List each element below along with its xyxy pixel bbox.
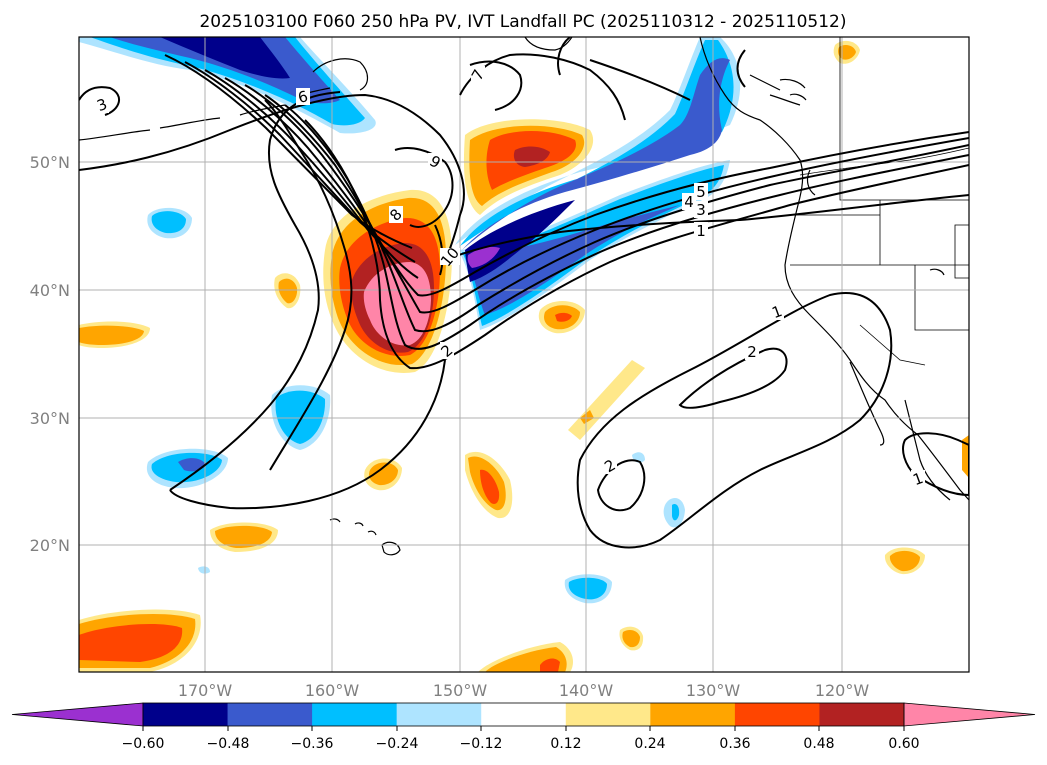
colorbar-tick-label: −0.12 [460,736,503,752]
lat-label-50n: 50°N [30,153,70,172]
colorbar-tick-label: −0.24 [376,736,419,752]
colorbar-segment [734,703,820,726]
colorbar-tick-label: 0.12 [550,736,581,752]
latitude-labels: 50°N 40°N 30°N 20°N [30,153,70,555]
colorbar-segment [143,703,229,726]
colorbar-segment [481,703,567,726]
colorbar-segment [312,703,398,726]
map-frame [78,36,970,673]
lon-label-150w: 150°W [433,681,488,700]
contour-label: 2 [747,343,757,361]
contour-label: 5 [696,183,706,201]
colorbar-extension-high [903,702,1036,727]
longitude-labels: 170°W 160°W 150°W 140°W 130°W 120°W [178,681,870,700]
colorbar: −0.60 −0.48 −0.36 −0.24 −0.12 0.12 0.24 0.36 0.4… [11,702,1036,752]
contour-label: 3 [696,201,706,219]
colorbar-segment [396,703,482,726]
pv-positive-anomalies [79,40,969,672]
colorbar-segment [227,703,313,726]
lon-label-160w: 160°W [305,681,360,700]
ivt-contours [79,37,969,549]
colorbar-tick-label: −0.36 [291,736,334,752]
figure-title: 2025103100 F060 250 hPa PV, IVT Landfall… [199,12,846,32]
lat-label-40n: 40°N [30,281,70,300]
colorbar-tick-label: 0.48 [803,736,834,752]
lon-label-120w: 120°W [815,681,870,700]
lat-label-20n: 20°N [30,536,70,555]
contour-label: 1 [696,222,706,240]
pv-negative-anomalies [79,37,741,604]
contour-label: 6 [296,87,310,107]
colorbar-segment [819,703,905,726]
lat-label-30n: 30°N [30,409,70,428]
colorbar-tick-label: −0.48 [207,736,250,752]
political-borders [790,37,969,366]
contour-label-group: 3 6 7 9 8 10 2 5 4 3 1 1 2 2 [94,66,926,489]
contour-label: 4 [684,193,694,211]
colorbar-extension-low [11,702,144,727]
lon-label-140w: 140°W [559,681,614,700]
colorbar-segment [565,703,651,726]
colorbar-segment [650,703,736,726]
colorbar-tick-label: 0.36 [719,736,750,752]
map-area: 3 6 7 9 8 10 2 5 4 3 1 1 2 2 [79,37,969,672]
colorbar-tick-label: −0.60 [122,736,165,752]
colorbar-tick-label: 0.24 [634,736,665,752]
lon-label-130w: 130°W [686,681,741,700]
colorbar-frame [142,702,905,727]
colorbar-tick-label: 0.60 [888,736,919,752]
lon-label-170w: 170°W [178,681,233,700]
